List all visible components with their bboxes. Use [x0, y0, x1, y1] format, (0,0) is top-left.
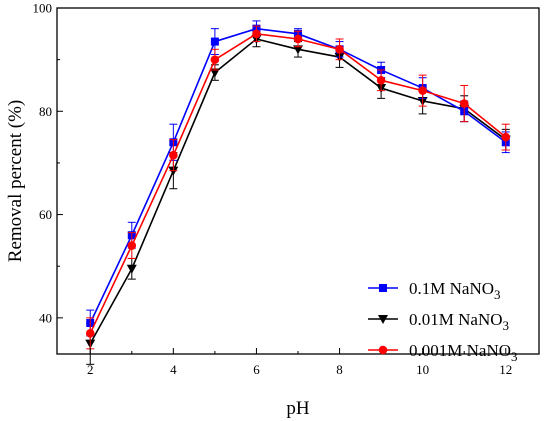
data-point — [459, 99, 469, 108]
data-point — [127, 241, 137, 250]
x-tick-label: 12 — [499, 362, 512, 377]
x-axis-title: pH — [286, 398, 310, 419]
y-tick-label: 80 — [39, 104, 52, 119]
x-tick-label: 6 — [253, 362, 260, 377]
legend-label: 0.01M NaNO3 — [409, 310, 509, 333]
data-point — [252, 29, 261, 39]
y-axis-title: Removal percent (%) — [5, 100, 26, 262]
data-point — [376, 75, 386, 85]
data-point — [85, 329, 95, 338]
x-tick-label: 8 — [336, 362, 343, 377]
data-point — [126, 264, 137, 274]
legend-marker — [378, 345, 388, 355]
data-point — [335, 45, 344, 54]
y-tick-label: 40 — [39, 310, 52, 325]
plot-frame — [56, 7, 540, 355]
legend: 0.1M NaNO3 0.01M NaNO3 0.001M NaNO3 — [368, 279, 518, 364]
data-point — [293, 34, 303, 44]
legend-label: 0.001M NaNO3 — [409, 341, 518, 364]
data-point — [210, 55, 220, 64]
legend-label: 0.1M NaNO3 — [409, 279, 501, 302]
data-point — [169, 150, 178, 160]
data-point — [501, 132, 511, 142]
legend-marker — [378, 315, 388, 324]
x-tick-label: 10 — [416, 362, 429, 377]
x-tick-label: 4 — [170, 362, 177, 377]
data-point — [293, 45, 303, 55]
series-2 — [85, 25, 511, 350]
legend-marker — [379, 284, 387, 292]
data-point — [209, 68, 220, 78]
y-tick-label: 100 — [33, 1, 53, 16]
x-tick-label: 2 — [87, 362, 94, 377]
data-point — [210, 37, 219, 46]
y-tick-label: 60 — [39, 207, 52, 222]
data-point — [418, 86, 427, 95]
